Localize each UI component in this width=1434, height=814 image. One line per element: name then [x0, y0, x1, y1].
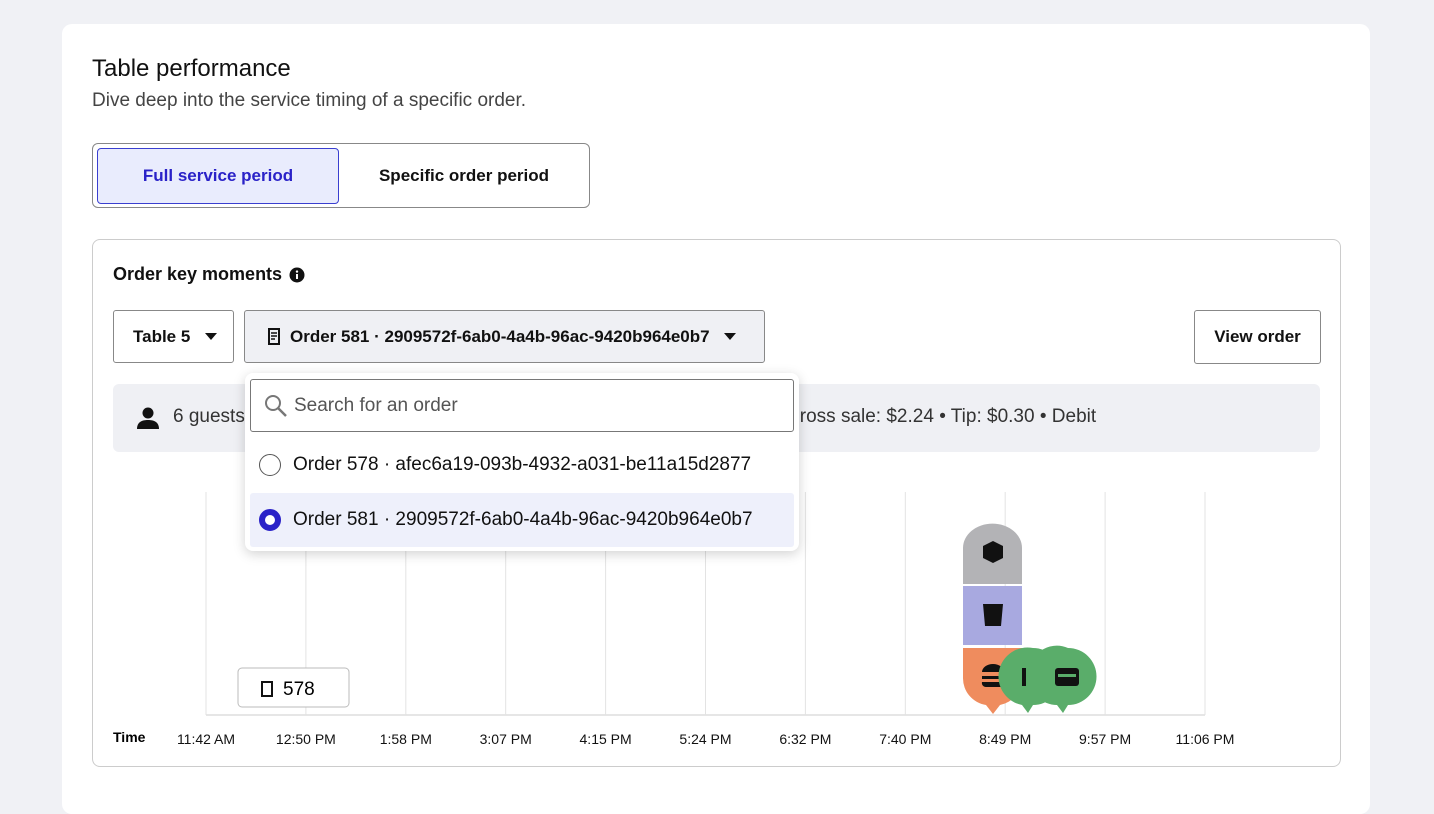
x-tick-label: 11:06 PM: [1176, 731, 1235, 747]
info-icon[interactable]: [289, 267, 305, 283]
x-tick-label: 8:49 PM: [979, 731, 1031, 747]
x-tick-label: 11:42 AM: [177, 731, 235, 747]
order-select[interactable]: Order 581 · 2909572f-6ab0-4a4b-96ac-9420…: [244, 310, 765, 363]
option-label: Order 578 · afec6a19-093b-4932-a031-be11…: [293, 454, 752, 475]
x-tick-label: 12:50 PM: [276, 731, 336, 747]
caret: [205, 332, 218, 340]
order-option[interactable]: Order 578 · afec6a19-093b-4932-a031-be11…: [250, 438, 794, 492]
x-tick-label: 6:32 PM: [779, 731, 831, 747]
panel-title-text: Order key moments: [113, 264, 283, 284]
marker-stack: [962, 523, 1097, 714]
summary-details: Gross sale: $2.24 • Tip: $0.30 • Debit: [785, 406, 1097, 427]
search-placeholder: Search for an order: [294, 394, 458, 416]
x-tick-label: 3:07 PM: [480, 731, 532, 747]
x-tick-label: 9:57 PM: [1079, 731, 1131, 747]
x-tick-label: 7:40 PM: [879, 731, 931, 747]
order-dropdown: Search for an order Order 578 · afec6a19…: [245, 373, 799, 551]
view-order-button[interactable]: View order: [1194, 310, 1321, 364]
search-icon: [265, 394, 287, 417]
option-label: Order 581 · 2909572f-6ab0-4a4b-96ac-9420…: [293, 509, 753, 530]
radio[interactable]: [259, 509, 281, 531]
order-chip[interactable]: 578: [237, 667, 350, 708]
subtitle: Dive deep into the service timing of a s…: [92, 90, 527, 111]
tab[interactable]: Full service period: [97, 148, 339, 204]
table-select-text: Table 5: [133, 326, 191, 346]
table-select[interactable]: Table 5: [113, 310, 234, 363]
panel-title: Order key moments: [113, 264, 305, 285]
x-tick-label: 4:15 PM: [580, 731, 632, 747]
order-chip-label: 578: [283, 679, 315, 700]
order-select-text: Order 581 · 2909572f-6ab0-4a4b-96ac-9420…: [290, 326, 710, 346]
x-tick-label: 5:24 PM: [679, 731, 731, 747]
order-option[interactable]: Order 581 · 2909572f-6ab0-4a4b-96ac-9420…: [250, 493, 794, 547]
search-input[interactable]: Search for an order: [250, 379, 794, 432]
axis-label: Time: [113, 729, 146, 745]
tab[interactable]: Specific order period: [378, 166, 550, 185]
page: Table performance Dive deep into the ser…: [62, 24, 1370, 814]
guest-icon: [137, 407, 159, 429]
radio[interactable]: [259, 454, 281, 476]
x-tick-label: 1:58 PM: [380, 731, 432, 747]
caret: [723, 332, 736, 340]
receipt-icon: [268, 328, 280, 345]
panel: [92, 239, 1341, 767]
segmented-control: Full service period Specific order perio…: [92, 143, 590, 208]
guests: 6 guests: [173, 406, 245, 427]
title: Table performance: [92, 55, 291, 82]
